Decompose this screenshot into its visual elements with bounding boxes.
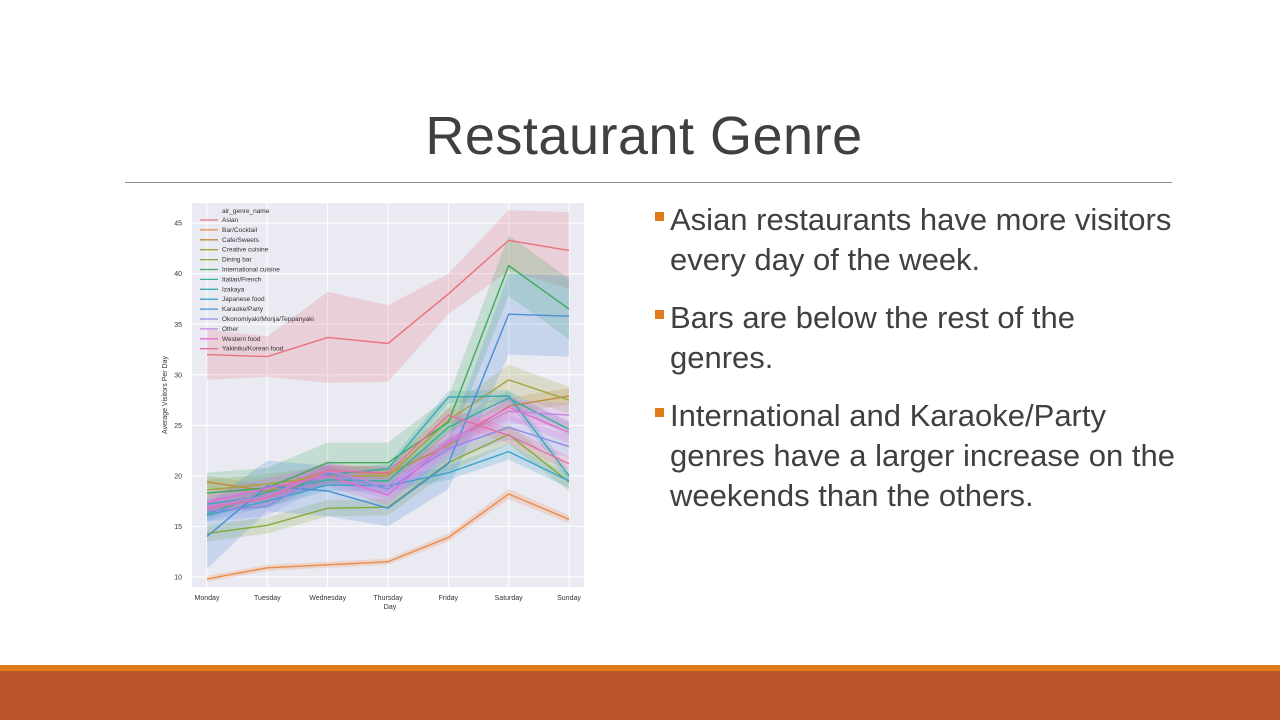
y-tick-label: 20 <box>174 473 182 480</box>
ci-band <box>207 210 569 383</box>
series-line <box>206 493 570 580</box>
ci-band <box>207 390 569 520</box>
y-tick-label: 25 <box>174 423 182 430</box>
legend-label: Karaoke/Party <box>222 306 264 313</box>
ci-band <box>207 364 569 501</box>
legend-label: Asian <box>222 217 239 224</box>
x-axis-label: Day <box>384 604 397 611</box>
legend-label: Italian/French <box>222 276 262 283</box>
ci-band <box>207 424 569 542</box>
series-line <box>206 433 570 535</box>
bullet-text: Asian restaurants have more visitors eve… <box>670 202 1172 277</box>
y-tick-label: 40 <box>174 271 182 278</box>
ci-band <box>207 235 569 514</box>
y-tick-label: 30 <box>174 372 182 379</box>
bullet-item: Asian restaurants have more visitors eve… <box>655 200 1175 280</box>
x-tick-label: Tuesday <box>254 595 281 602</box>
legend-label: Japanese food <box>222 296 265 303</box>
x-tick-label: Saturday <box>495 595 524 602</box>
bullet-text: International and Karaoke/Party genres h… <box>670 398 1175 513</box>
legend-label: Okonomiyaki/Monja/Teppanyaki <box>222 316 314 323</box>
y-tick-label: 45 <box>174 221 182 228</box>
chart-svg: 10 15 20 25 30 35 40 45 Monday Tuesday Wednesday Th… <box>162 203 584 611</box>
series-line <box>206 410 570 507</box>
legend-label: Other <box>222 326 239 333</box>
bullet-list: Asian restaurants have more visitors eve… <box>655 200 1175 534</box>
footer-accent-line <box>0 665 1280 671</box>
legend-label: Izakaya <box>222 286 245 293</box>
x-tick-label: Friday <box>439 595 459 602</box>
bullet-marker <box>655 408 664 417</box>
y-tick-label: 35 <box>174 322 182 329</box>
ci-band <box>207 415 569 522</box>
bullet-marker <box>655 310 664 319</box>
ci-band <box>207 399 569 517</box>
bullet-item: Bars are below the rest of the genres. <box>655 298 1175 378</box>
slide-title: Restaurant Genre <box>425 106 863 166</box>
series-line <box>206 414 570 509</box>
x-tick-label: Wednesday <box>309 595 346 602</box>
ci-band <box>207 389 569 510</box>
y-tick-label: 10 <box>174 574 182 581</box>
bullet-text: Bars are below the rest of the genres. <box>670 300 1075 375</box>
bullet-item: International and Karaoke/Party genres h… <box>655 396 1175 516</box>
x-tick-label: Sunday <box>557 595 581 602</box>
y-tick-label: 15 <box>174 524 182 531</box>
ci-band <box>207 273 569 569</box>
series-line <box>206 397 570 515</box>
line-chart: 10 15 20 25 30 35 40 45 Monday Tuesday Wednesday Th… <box>150 195 590 615</box>
series-line <box>206 313 570 538</box>
series-line <box>206 379 570 491</box>
series-line <box>206 239 570 358</box>
y-axis-label: Average Visitors Per Day <box>162 356 169 434</box>
series-line <box>206 426 570 512</box>
legend-label: Creative cuisine <box>222 247 269 254</box>
ci-band <box>207 488 569 582</box>
series-line <box>206 395 570 492</box>
legend-label: Dining bar <box>222 257 252 264</box>
footer-bar <box>0 671 1280 720</box>
legend-label: Bar/Cocktail <box>222 227 258 234</box>
series-line <box>206 406 570 503</box>
ci-band <box>207 443 569 522</box>
ci-band <box>207 408 569 515</box>
title-divider <box>125 182 1172 183</box>
legend-label: Cafe/Sweets <box>222 237 260 244</box>
legend-label: Western food <box>222 336 261 343</box>
legend-label: International cuisine <box>222 267 280 274</box>
x-tick-label: Thursday <box>373 595 403 602</box>
legend-title: air_genre_name <box>222 208 270 215</box>
x-tick-label: Monday <box>195 595 220 602</box>
bullet-marker <box>655 212 664 221</box>
legend-label: Yakiniku/Korean food <box>222 346 284 353</box>
